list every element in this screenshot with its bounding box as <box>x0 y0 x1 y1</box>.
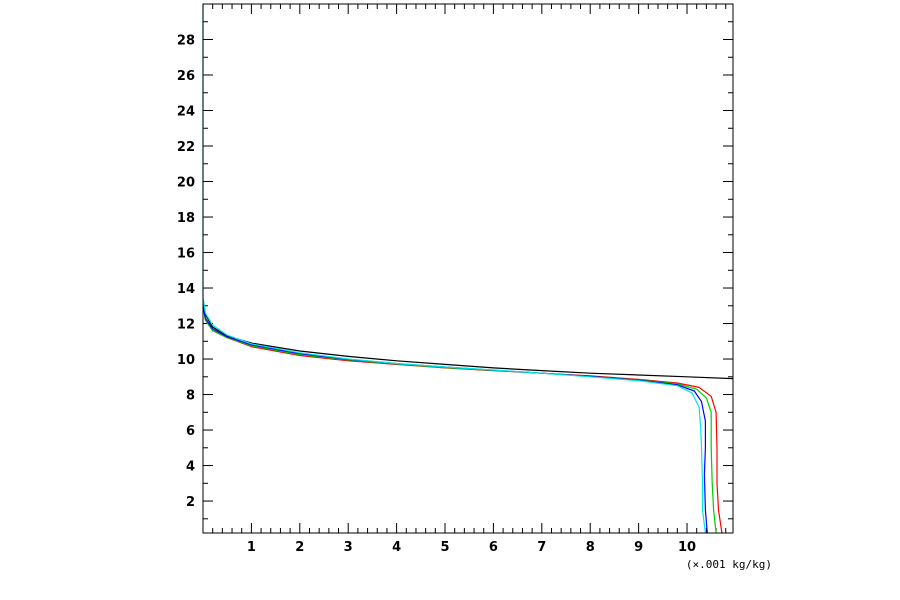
x-tick-label: 6 <box>489 540 498 555</box>
x-tick-label: 4 <box>392 540 401 555</box>
x-tick-label: 5 <box>440 540 449 555</box>
y-tick-label: 4 <box>186 460 195 475</box>
y-tick-label: 20 <box>177 176 195 191</box>
y-tick-label: 24 <box>177 105 195 120</box>
x-tick-label: 3 <box>344 540 353 555</box>
series-line-1 <box>202 302 734 380</box>
x-tick-label: 1 <box>247 540 256 555</box>
y-tick-label: 12 <box>177 318 195 333</box>
series-group <box>202 4 734 534</box>
series-line-5 <box>202 4 706 534</box>
x-tick-label: 8 <box>586 540 595 555</box>
y-tick-label: 18 <box>177 211 195 226</box>
y-tick-label: 16 <box>177 247 195 262</box>
x-tick-label: 7 <box>537 540 546 555</box>
y-tick-label: 22 <box>177 140 195 155</box>
y-tick-label: 6 <box>186 424 195 439</box>
series-line-4 <box>202 303 708 534</box>
y-tick-label: 2 <box>186 495 195 510</box>
unit-label: (×.001 kg/kg) <box>686 558 772 571</box>
series-line-3 <box>202 305 717 534</box>
y-tick-label: 14 <box>177 282 195 297</box>
x-tick-label: 10 <box>678 540 696 555</box>
y-tick-label: 8 <box>186 389 195 404</box>
x-tick-label: 2 <box>295 540 304 555</box>
y-tick-label: 28 <box>177 34 195 49</box>
plot-frame <box>202 3 734 534</box>
y-tick-label: 26 <box>177 69 195 84</box>
series-line-2 <box>202 305 723 534</box>
y-tick-label: 10 <box>177 353 195 368</box>
x-tick-label: 9 <box>634 540 643 555</box>
